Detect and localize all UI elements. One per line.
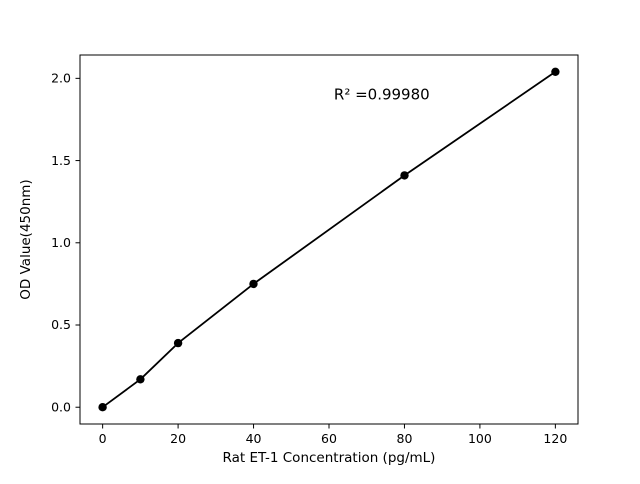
x-tick-label: 20 (170, 431, 186, 446)
x-tick-label: 40 (246, 431, 262, 446)
data-point (249, 279, 258, 289)
data-point (173, 338, 183, 348)
data-point (551, 67, 560, 77)
y-axis-label: OD Value(450nm) (18, 179, 34, 299)
plot-frame (79, 54, 579, 425)
x-tick-label: 100 (468, 431, 492, 446)
data-point (98, 403, 107, 412)
x-axis-label: Rat ET-1 Concentration (pg/mL) (223, 450, 436, 466)
y-tick-label: 1.5 (51, 153, 71, 168)
fit-line (102, 71, 556, 408)
x-tick-label: 60 (321, 431, 337, 446)
data-point (136, 375, 145, 384)
x-tick-label: 120 (543, 431, 567, 446)
y-tick-label: 0.0 (51, 399, 71, 414)
y-tick-label: 1.0 (51, 235, 71, 250)
plot-area: 0 20 40 60 80 100 120 0.0 0.5 1.0 1.5 2.0 (51, 54, 579, 446)
data-point (400, 171, 409, 180)
r-squared-annotation: R² =0.99980 (334, 86, 430, 104)
x-tick-label: 0 (99, 431, 107, 446)
y-tick-label: 0.5 (51, 317, 71, 332)
x-tick-label: 80 (397, 431, 413, 446)
y-tick-label: 2.0 (51, 71, 71, 86)
